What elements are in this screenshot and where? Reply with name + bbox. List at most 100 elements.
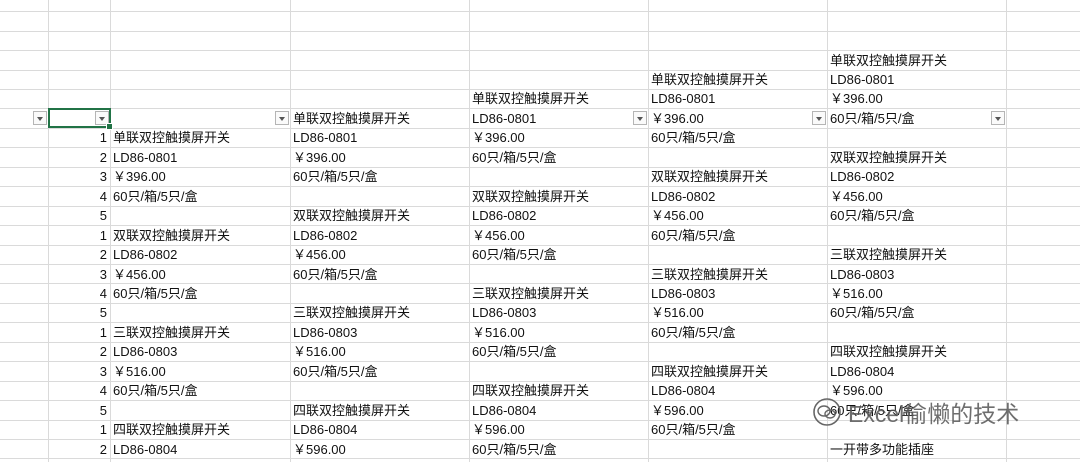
row-number: 5: [99, 208, 107, 224]
row-number: 4: [99, 285, 107, 301]
watermark-text: Excel偷懒的技术: [848, 401, 1020, 427]
cell-text: 三联双控触摸屏开关: [113, 324, 231, 340]
cell-text: ￥596.00: [293, 441, 346, 457]
row-line: [0, 342, 1080, 343]
cell-text: ￥596.00: [830, 383, 883, 399]
cell-text: 一开带多功能插座: [830, 441, 935, 457]
cell-text: 60只/箱/5只/盒: [113, 188, 198, 204]
row-line: [0, 31, 1080, 32]
row-line: [0, 89, 1080, 90]
column-line: [648, 0, 649, 462]
cell-text: LD86-0803: [472, 305, 537, 321]
row-line: [0, 322, 1080, 323]
column-line: [290, 0, 291, 462]
cell-text: 60只/箱/5只/盒: [293, 169, 378, 185]
cell-text: ￥396.00: [472, 130, 525, 146]
row-number: 2: [99, 149, 107, 165]
cell-text: 四联双控触摸屏开关: [472, 383, 590, 399]
cell-text: 三联双控触摸屏开关: [472, 285, 590, 301]
cell-text: 双联双控触摸屏开关: [472, 188, 590, 204]
row-number: 1: [99, 324, 107, 340]
filter-dropdown[interactable]: [275, 111, 289, 125]
cell-text: 60只/箱/5只/盒: [293, 363, 378, 379]
row-number: 1: [99, 130, 107, 146]
cell-text: 60只/箱/5只/盒: [472, 149, 557, 165]
cell-text: 60只/箱/5只/盒: [651, 130, 736, 146]
cell-text: 60只/箱/5只/盒: [830, 305, 915, 321]
cell-text: ￥516.00: [651, 305, 704, 321]
row-line: [0, 186, 1080, 187]
row-line: [0, 361, 1080, 362]
row-line: [0, 283, 1080, 284]
column-line: [827, 0, 828, 462]
filter-dropdown[interactable]: [633, 111, 647, 125]
cell-text: ￥456.00: [293, 247, 346, 263]
cell-text: 60只/箱/5只/盒: [830, 208, 915, 224]
watermark: Excel偷懒的技术: [812, 395, 1019, 429]
cell-text: LD86-0804: [651, 383, 716, 399]
cell-text: LD86-0804: [830, 363, 895, 379]
cell-text: 60只/箱/5只/盒: [830, 110, 915, 126]
selected-cell[interactable]: [48, 108, 113, 130]
row-number: 2: [99, 441, 107, 457]
cell-text: LD86-0804: [113, 441, 178, 457]
cell-text: ￥456.00: [651, 208, 704, 224]
row-line: [0, 167, 1080, 168]
row-number: 3: [99, 266, 107, 282]
filter-dropdown[interactable]: [812, 111, 826, 125]
cell-text: ￥596.00: [651, 402, 704, 418]
row-number: 1: [99, 227, 107, 243]
cell-text: LD86-0802: [651, 188, 716, 204]
row-number: 5: [99, 305, 107, 321]
cell-text: ￥396.00: [113, 169, 166, 185]
row-line: [0, 264, 1080, 265]
cell-text: 60只/箱/5只/盒: [472, 247, 557, 263]
cell-text: 单联双控触摸屏开关: [830, 52, 948, 68]
cell-text: ￥516.00: [830, 285, 883, 301]
cell-text: ￥456.00: [472, 227, 525, 243]
row-line: [0, 206, 1080, 207]
cell-text: LD86-0803: [651, 285, 716, 301]
row-number: 3: [99, 363, 107, 379]
cell-text: 60只/箱/5只/盒: [651, 422, 736, 438]
cell-text: LD86-0803: [113, 344, 178, 360]
cell-text: ￥516.00: [113, 363, 166, 379]
row-number: 5: [99, 402, 107, 418]
column-line: [48, 0, 49, 462]
cell-text: LD86-0801: [113, 149, 178, 165]
row-number: 1: [99, 422, 107, 438]
row-line: [0, 245, 1080, 246]
cell-text: ￥396.00: [293, 149, 346, 165]
cell-text: LD86-0801: [651, 91, 716, 107]
cell-text: 60只/箱/5只/盒: [293, 266, 378, 282]
cell-text: 单联双控触摸屏开关: [293, 110, 411, 126]
row-number: 3: [99, 169, 107, 185]
cell-text: 四联双控触摸屏开关: [651, 363, 769, 379]
watermark-icon: [813, 398, 841, 426]
filter-dropdown[interactable]: [95, 111, 109, 125]
cell-text: 60只/箱/5只/盒: [651, 324, 736, 340]
cell-text: LD86-0802: [113, 247, 178, 263]
cell-text: LD86-0802: [293, 227, 358, 243]
cell-text: 60只/箱/5只/盒: [113, 285, 198, 301]
cell-text: 单联双控触摸屏开关: [651, 72, 769, 87]
row-line: [0, 400, 1080, 401]
cell-text: 四联双控触摸屏开关: [293, 402, 411, 418]
row-line: [0, 70, 1080, 71]
cell-text: 四联双控触摸屏开关: [113, 422, 231, 438]
row-line: [0, 128, 1080, 129]
column-line: [110, 0, 111, 462]
cell-text: LD86-0801: [830, 72, 895, 87]
row-line: [0, 225, 1080, 226]
row-line: [0, 108, 1080, 109]
cell-text: ￥396.00: [651, 110, 704, 126]
cell-text: 60只/箱/5只/盒: [830, 402, 915, 418]
cell-text: 双联双控触摸屏开关: [293, 208, 411, 224]
cell-text: 60只/箱/5只/盒: [651, 227, 736, 243]
cell-text: ￥396.00: [830, 91, 883, 107]
cell-text: LD86-0803: [830, 266, 895, 282]
filter-dropdown[interactable]: [33, 111, 47, 125]
filter-dropdown[interactable]: [991, 111, 1005, 125]
column-line: [469, 0, 470, 462]
